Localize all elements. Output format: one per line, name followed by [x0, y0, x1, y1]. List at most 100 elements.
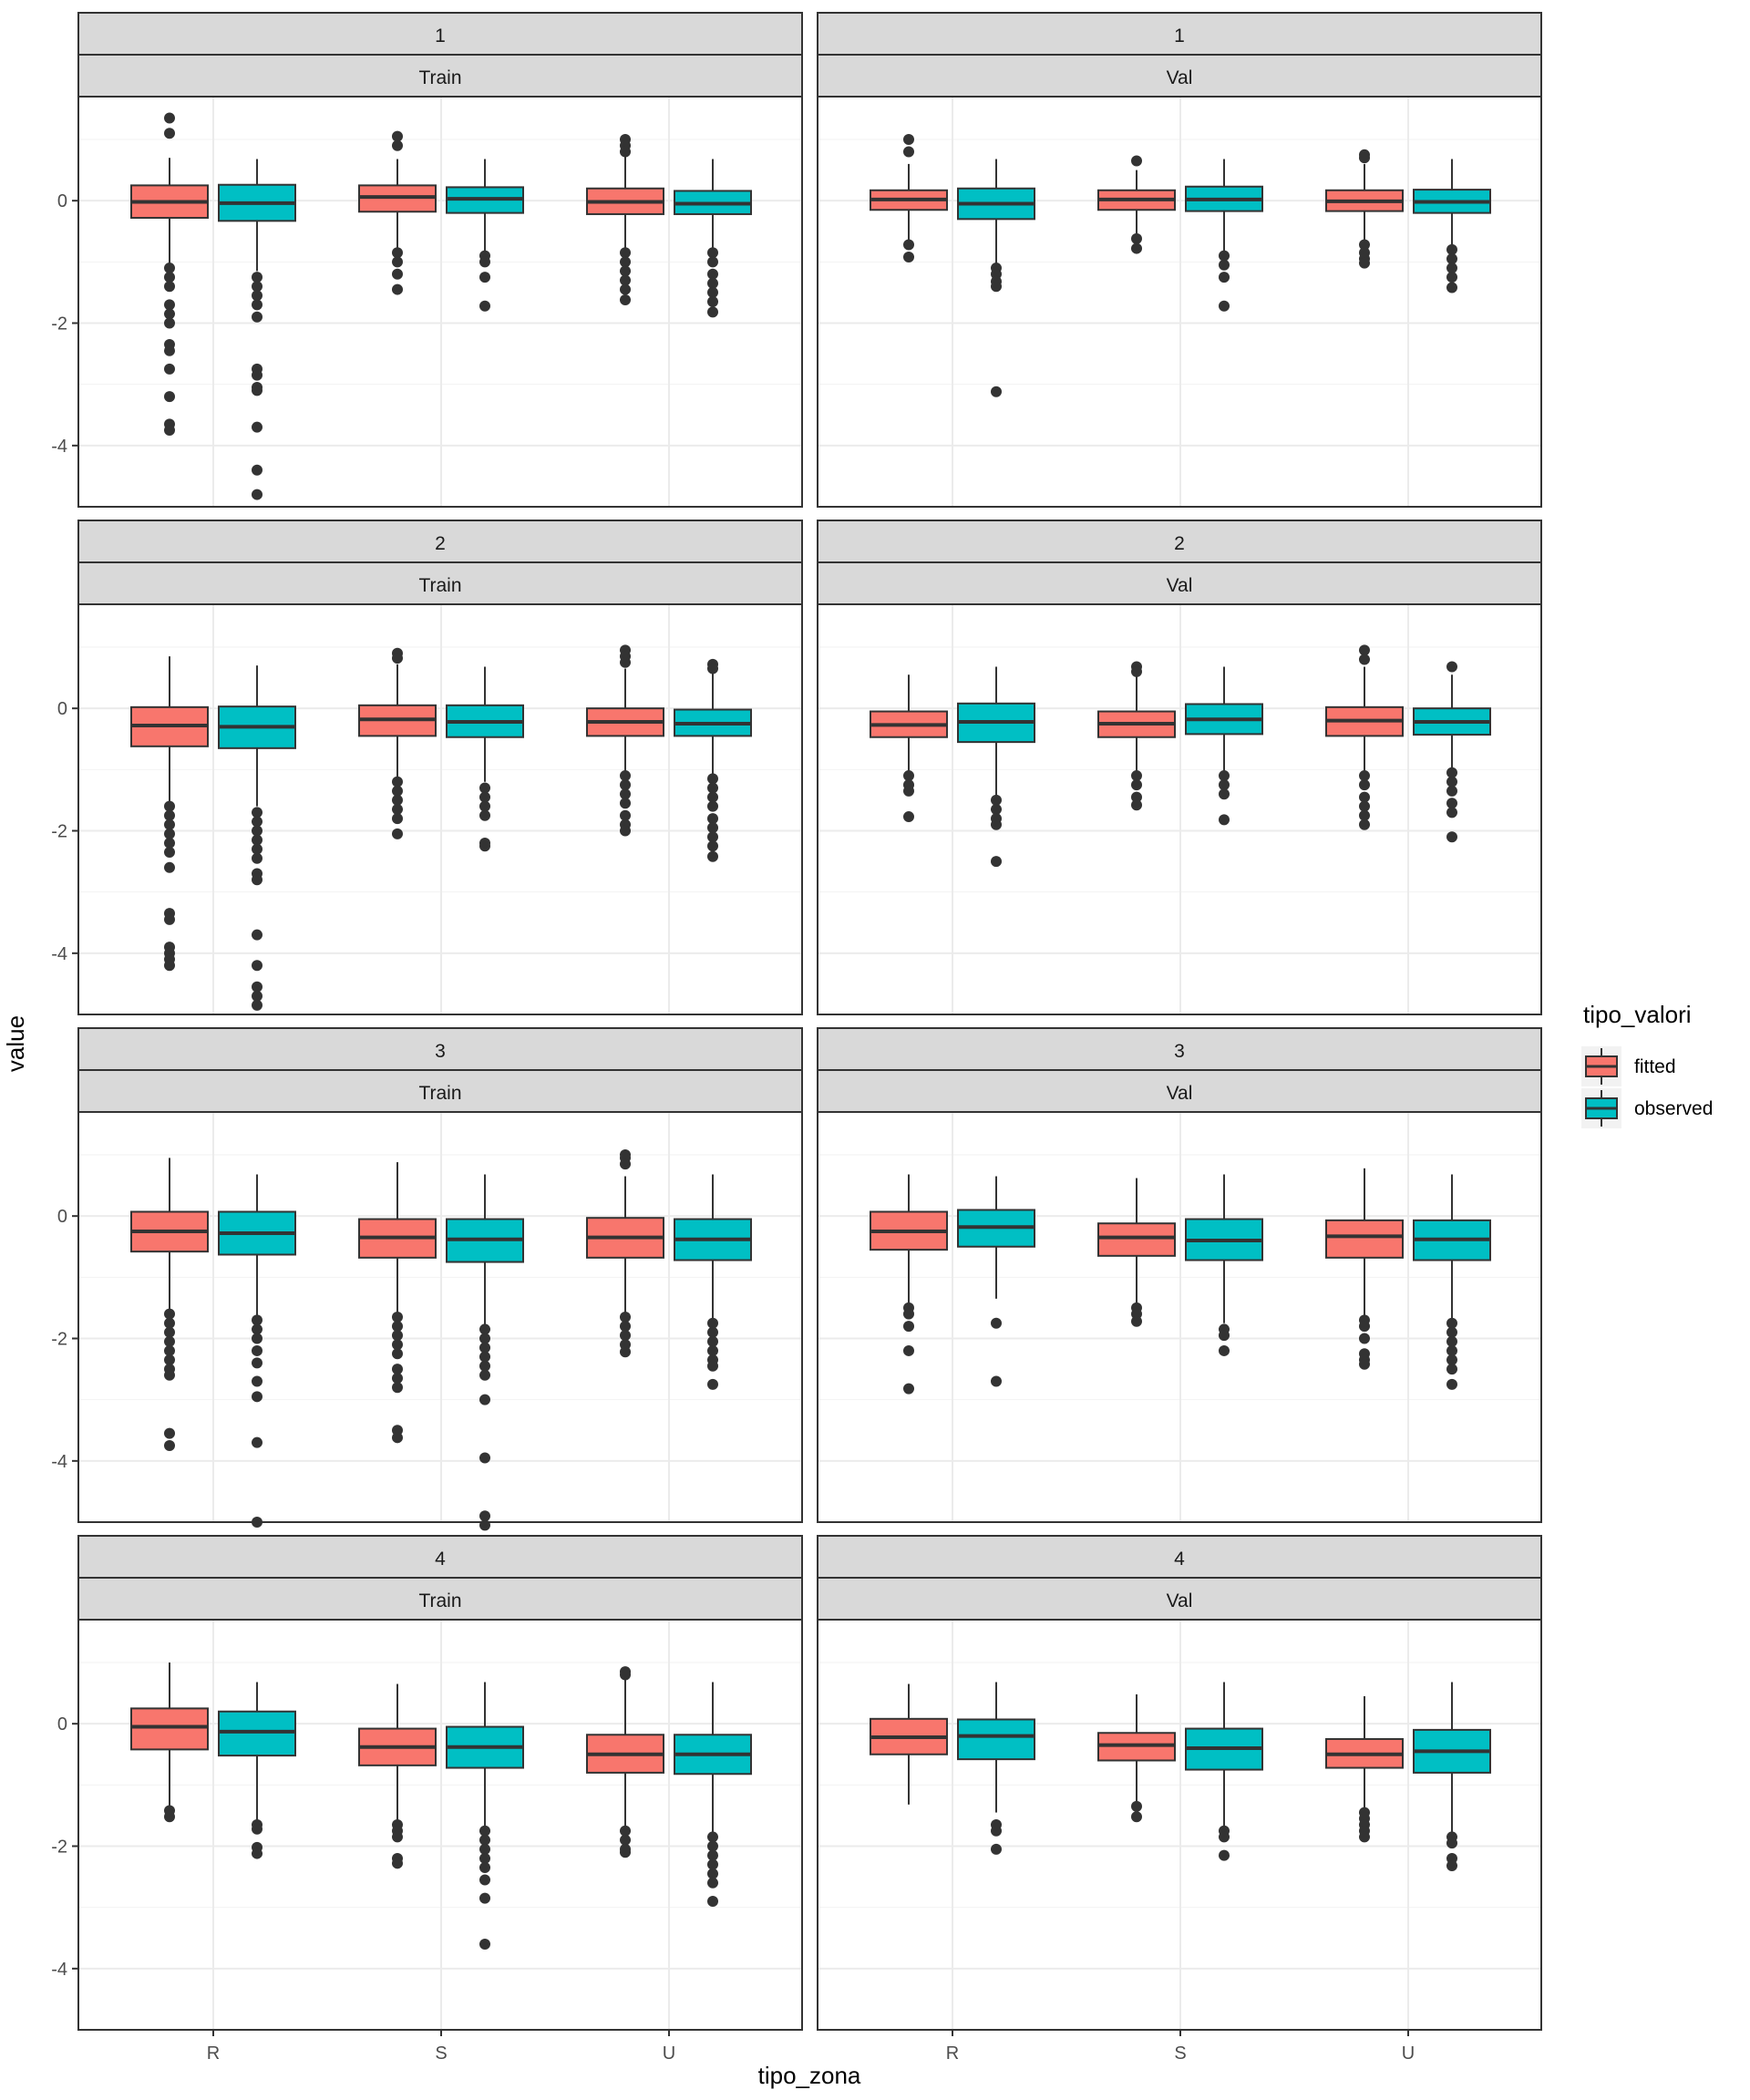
outlier-point	[164, 1317, 175, 1329]
outlier-point	[1131, 791, 1142, 803]
outlier-point	[392, 804, 403, 815]
outlier-point	[164, 1440, 175, 1452]
strip-top	[817, 520, 1542, 563]
y-tick-label: -2	[51, 822, 67, 842]
strip-top-label: 3	[435, 1041, 446, 1062]
strip-bottom	[77, 1577, 803, 1621]
outlier-point	[707, 782, 718, 794]
panel-border	[817, 1111, 1542, 1523]
outlier-point	[252, 834, 262, 846]
strip-top-label: 1	[1174, 26, 1185, 46]
outlier-point	[479, 1369, 490, 1381]
outlier-point	[707, 306, 718, 318]
strip-bottom-label: Train	[418, 1590, 461, 1611]
x-tick-label: U	[663, 2043, 675, 2064]
outlier-point	[620, 1158, 631, 1170]
strip-bottom-label: Train	[418, 575, 461, 596]
outlier-point	[479, 1938, 490, 1950]
outlier-point	[252, 369, 262, 381]
outlier-point	[1219, 1344, 1230, 1356]
strip-bottom-label: Val	[1167, 1083, 1193, 1104]
strip-top	[77, 12, 803, 56]
outlier-point	[479, 1360, 490, 1372]
panel-border	[77, 603, 803, 1015]
outlier-point	[1446, 1860, 1457, 1871]
outlier-point	[392, 139, 403, 151]
outlier-point	[991, 1825, 1002, 1837]
outlier-point	[252, 1357, 262, 1369]
strip-top	[817, 12, 1542, 56]
outlier-point	[903, 1308, 914, 1320]
box-fitted	[130, 1707, 209, 1751]
outlier-point	[1219, 1849, 1230, 1861]
outlier-point	[164, 345, 175, 356]
outlier-point	[1446, 1335, 1457, 1347]
box-fitted	[1325, 1219, 1404, 1259]
outlier-point	[164, 800, 175, 812]
outlier-point	[252, 999, 262, 1011]
outlier-point	[620, 770, 631, 782]
outlier-point	[479, 1843, 490, 1855]
outlier-point	[1131, 779, 1142, 791]
x-tick-label: R	[207, 2043, 220, 2064]
outlier-point	[479, 1852, 490, 1864]
outlier-point	[392, 776, 403, 788]
outlier-point	[479, 1825, 490, 1837]
outlier-point	[1359, 1358, 1370, 1370]
strip-bottom-label: Train	[418, 67, 461, 88]
strip-bottom-label: Train	[418, 1083, 461, 1104]
outlier-point	[707, 1317, 718, 1329]
outlier-point	[392, 1312, 403, 1323]
outlier-point	[479, 1323, 490, 1335]
outlier-point	[252, 281, 262, 293]
outlier-point	[252, 299, 262, 311]
outlier-point	[1446, 243, 1457, 255]
outlier-point	[164, 809, 175, 821]
outlier-point	[707, 1877, 718, 1889]
outlier-point	[707, 1360, 718, 1372]
outlier-point	[991, 1317, 1002, 1329]
outlier-point	[1446, 252, 1457, 264]
outlier-point	[252, 1375, 262, 1387]
outlier-point	[164, 847, 175, 859]
outlier-point	[707, 286, 718, 298]
outlier-point	[707, 791, 718, 803]
strip-top-label: 2	[1174, 533, 1185, 554]
outlier-point	[392, 1432, 403, 1444]
outlier-point	[1219, 779, 1230, 791]
outlier-point	[164, 1354, 175, 1366]
outlier-point	[392, 1831, 403, 1843]
outlier-point	[707, 247, 718, 259]
outlier-point	[252, 1333, 262, 1344]
strip-top-label: 2	[435, 533, 446, 554]
legend-label: observed	[1634, 1098, 1713, 1119]
outlier-point	[1446, 272, 1457, 283]
outlier-point	[707, 1868, 718, 1879]
outlier-point	[164, 308, 175, 320]
outlier-point	[1219, 250, 1230, 262]
strip-bottom-label: Val	[1167, 1590, 1193, 1611]
outlier-point	[991, 794, 1002, 806]
outlier-point	[252, 421, 262, 433]
outlier-point	[1359, 1321, 1370, 1333]
outlier-point	[620, 1321, 631, 1333]
outlier-point	[392, 1339, 403, 1351]
legend: tipo_valori fitted observed	[1581, 1001, 1713, 1128]
outlier-point	[252, 825, 262, 837]
outlier-point	[392, 256, 403, 268]
outlier-point	[620, 1834, 631, 1846]
outlier-point	[991, 386, 1002, 397]
outlier-point	[252, 489, 262, 500]
outlier-point	[1446, 1326, 1457, 1338]
outlier-point	[164, 299, 175, 311]
outlier-point	[620, 1669, 631, 1681]
outlier-point	[164, 1326, 175, 1338]
outlier-point	[164, 112, 175, 124]
outlier-point	[252, 311, 262, 323]
outlier-point	[620, 825, 631, 837]
outlier-point	[164, 913, 175, 925]
strip-top	[77, 1535, 803, 1579]
outlier-point	[620, 274, 631, 286]
outlier-point	[1359, 1333, 1370, 1344]
outlier-point	[392, 1373, 403, 1385]
